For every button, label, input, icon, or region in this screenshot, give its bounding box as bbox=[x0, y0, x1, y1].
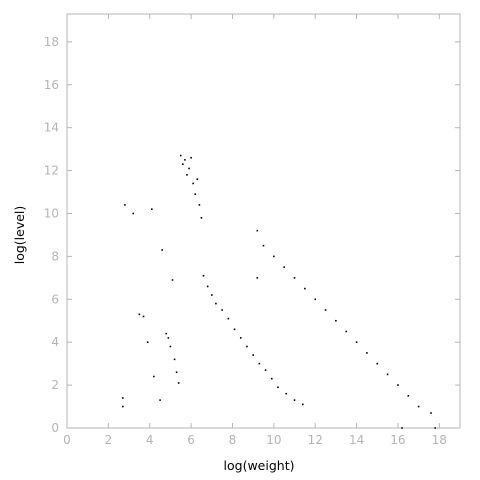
data-point bbox=[293, 399, 296, 401]
data-point bbox=[401, 427, 403, 429]
data-point bbox=[206, 285, 209, 288]
y-tick-label: 18 bbox=[44, 35, 59, 49]
data-point bbox=[159, 399, 161, 401]
y-tick-label: 6 bbox=[51, 292, 59, 306]
y-tick-label: 0 bbox=[51, 421, 59, 435]
data-point bbox=[184, 159, 186, 161]
x-tick-label: 2 bbox=[105, 433, 113, 447]
data-point bbox=[190, 156, 192, 159]
y-tick-label: 4 bbox=[51, 335, 59, 349]
data-point bbox=[335, 319, 337, 322]
y-tick-label: 14 bbox=[44, 121, 59, 135]
x-tick-label: 16 bbox=[390, 433, 405, 447]
data-point bbox=[355, 341, 358, 343]
y-tick-label: 16 bbox=[44, 78, 59, 92]
data-point bbox=[182, 163, 184, 165]
data-point bbox=[314, 298, 317, 301]
data-point bbox=[304, 287, 306, 290]
x-axis-ticks: 0 2 4 6 8 10 12 14 16 18 bbox=[63, 14, 447, 447]
data-point bbox=[122, 405, 124, 408]
data-point bbox=[161, 249, 163, 251]
y-tick-label: 10 bbox=[44, 206, 59, 220]
x-tick-label: 4 bbox=[146, 433, 154, 447]
data-point bbox=[270, 377, 273, 380]
data-point bbox=[258, 362, 261, 365]
x-tick-label: 6 bbox=[187, 433, 195, 447]
data-point bbox=[186, 174, 188, 176]
y-axis-ticks: 0 2 4 6 8 10 12 14 16 18 bbox=[44, 35, 460, 435]
data-point bbox=[146, 341, 149, 343]
data-point bbox=[215, 302, 217, 305]
data-point bbox=[165, 332, 168, 335]
y-axis-label: log(level) bbox=[12, 206, 27, 265]
data-point bbox=[151, 208, 153, 211]
data-point bbox=[430, 412, 432, 414]
data-point bbox=[252, 354, 254, 356]
data-point bbox=[153, 375, 155, 378]
data-points bbox=[122, 154, 436, 429]
data-point bbox=[198, 204, 201, 206]
y-tick-label: 12 bbox=[44, 164, 59, 178]
data-point bbox=[366, 352, 368, 354]
data-point bbox=[376, 362, 379, 365]
data-point bbox=[194, 193, 197, 195]
data-point bbox=[124, 204, 126, 206]
data-point bbox=[283, 266, 285, 268]
data-point bbox=[246, 345, 248, 348]
data-point bbox=[200, 216, 203, 219]
x-tick-label: 0 bbox=[63, 433, 71, 447]
data-point bbox=[171, 279, 174, 281]
data-point bbox=[210, 294, 213, 296]
plot-border bbox=[66, 13, 461, 429]
data-point bbox=[293, 277, 296, 279]
data-point bbox=[169, 345, 172, 348]
data-point bbox=[434, 427, 436, 429]
x-tick-label: 8 bbox=[229, 433, 237, 447]
data-point bbox=[179, 154, 182, 157]
data-point bbox=[122, 397, 124, 399]
data-point bbox=[256, 229, 259, 232]
data-point bbox=[132, 212, 134, 215]
data-point bbox=[417, 405, 420, 408]
data-point bbox=[233, 328, 236, 331]
data-point bbox=[138, 313, 141, 316]
x-axis-label: log(weight) bbox=[224, 458, 295, 473]
data-point bbox=[345, 330, 348, 333]
y-tick-label: 8 bbox=[51, 249, 59, 263]
data-point bbox=[192, 182, 194, 185]
data-point bbox=[262, 244, 265, 247]
x-tick-label: 14 bbox=[349, 433, 364, 447]
data-point bbox=[285, 392, 288, 395]
data-point bbox=[142, 315, 145, 318]
data-point bbox=[227, 317, 230, 320]
x-tick-label: 10 bbox=[266, 433, 281, 447]
data-point bbox=[302, 403, 304, 406]
data-point bbox=[167, 337, 170, 339]
data-point bbox=[173, 358, 176, 361]
data-point bbox=[273, 255, 275, 258]
x-tick-label: 18 bbox=[432, 433, 447, 447]
data-point bbox=[196, 178, 199, 180]
data-point bbox=[177, 382, 180, 384]
data-point bbox=[175, 371, 178, 374]
data-point bbox=[188, 167, 190, 170]
plot-frame bbox=[66, 13, 461, 429]
data-point bbox=[256, 277, 259, 279]
data-point bbox=[239, 337, 242, 339]
data-point bbox=[202, 274, 205, 277]
data-point bbox=[407, 395, 410, 397]
data-point bbox=[221, 309, 223, 311]
y-tick-label: 2 bbox=[51, 378, 59, 392]
data-point bbox=[386, 373, 389, 376]
data-point bbox=[324, 309, 327, 311]
data-point bbox=[397, 384, 399, 386]
x-tick-label: 12 bbox=[308, 433, 323, 447]
data-point bbox=[277, 386, 279, 389]
data-point bbox=[264, 369, 267, 371]
